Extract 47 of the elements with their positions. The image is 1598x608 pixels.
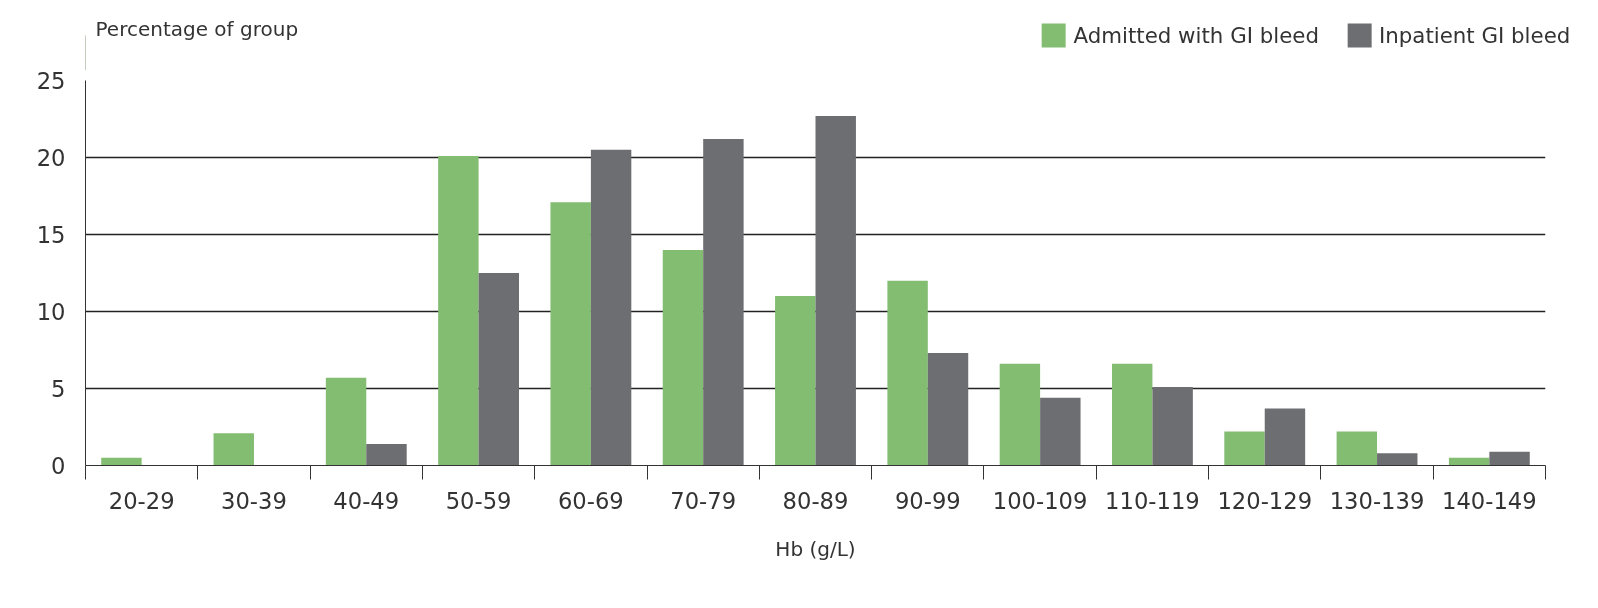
x-tick-label: 70-79 [670,487,737,514]
bar [213,433,254,466]
bar [1264,408,1306,466]
bar [1040,397,1081,466]
x-axis-title: Hb (g/L) [775,536,856,561]
x-tick-label: 110-119 [1105,487,1200,514]
bar [815,115,856,466]
x-tick-label: 120-129 [1217,487,1313,514]
bar [999,363,1041,466]
bar [887,280,928,466]
y-tick-label: 20 [36,145,66,171]
x-tick-label: 20-29 [108,487,175,514]
x-tick-label: 130-139 [1329,487,1425,514]
bar [1224,431,1265,466]
y-axis-title: Percentage of group [95,16,299,41]
bar [1111,363,1153,466]
bar [662,249,704,466]
bar [1152,386,1193,466]
bar [1377,453,1418,466]
bar [325,377,367,466]
y-tick-label: 15 [36,222,66,248]
bar [366,443,407,466]
y-tick-label: 10 [36,299,66,325]
bar [101,457,142,466]
bar [478,273,520,466]
x-tick-label: 60-69 [557,487,624,514]
bar [1336,431,1378,466]
bar [1448,457,1490,466]
x-tick-label: 40-49 [333,487,400,514]
y-tick-label: 25 [36,68,66,94]
legend-label: Inpatient GI bleed [1378,22,1571,48]
y-tick-label: 5 [51,376,66,402]
bar [775,296,816,466]
x-tick-label: 30-39 [221,487,287,514]
x-tick-label: 140-149 [1442,487,1537,514]
x-tick-label: 80-89 [782,487,849,514]
x-tick-label: 50-59 [445,487,512,514]
bar [438,155,479,466]
x-tick-label: 100-109 [992,487,1088,514]
legend-label: Admitted with GI bleed [1073,22,1319,48]
bar [703,139,744,466]
y-tick-label: 0 [51,453,66,479]
bar [927,353,969,466]
bar [590,149,632,466]
bar [550,202,591,466]
bar [1489,451,1530,466]
x-tick-label: 90-99 [894,487,961,514]
